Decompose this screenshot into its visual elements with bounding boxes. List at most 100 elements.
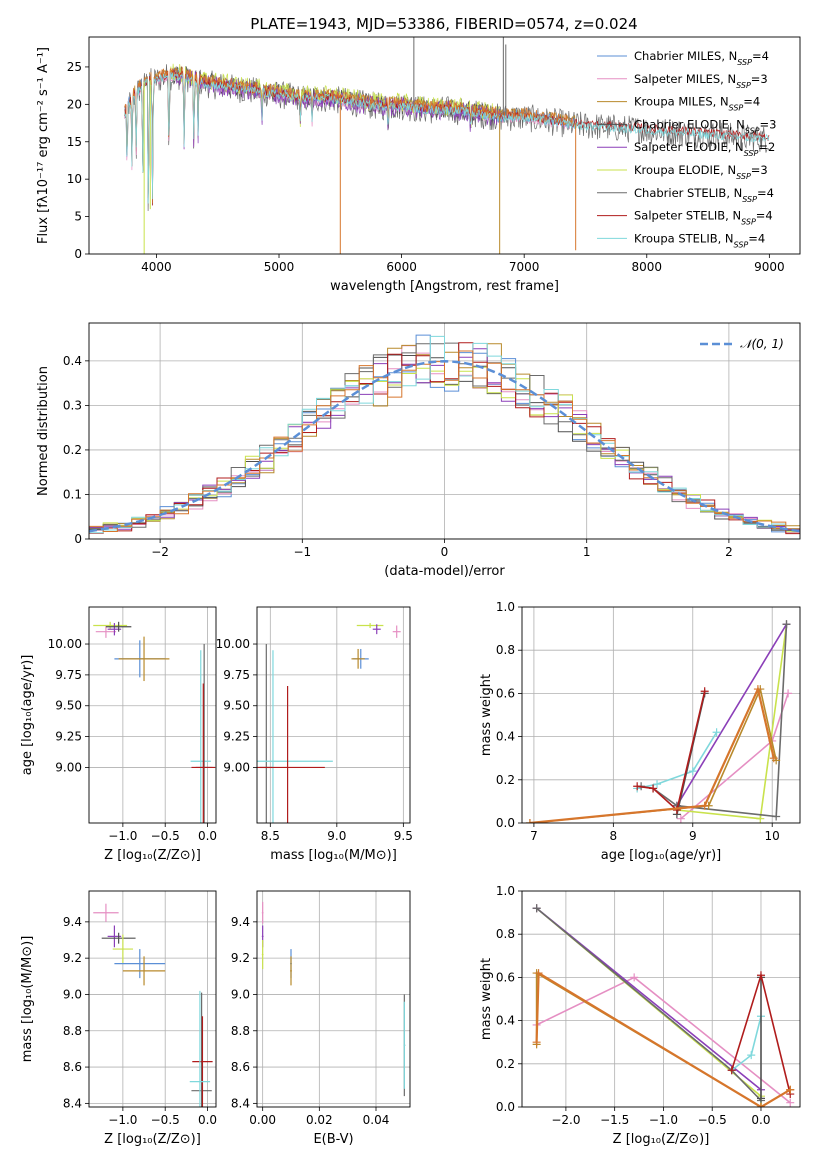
y-axis-label: mass weight — [479, 958, 494, 1040]
spectrum-legend: Chabrier MILES, NSSP=4 Salpeter MILES, NS… — [597, 49, 776, 249]
spectrum-series-line — [124, 64, 770, 212]
legend-label: Chabrier STELIB, NSSP=4 — [634, 186, 774, 204]
y-tick-label: 9.4 — [231, 915, 250, 929]
weight-point — [532, 1038, 541, 1047]
y-tick-label: 0.8 — [496, 643, 515, 657]
legend-sub: SSP — [736, 172, 751, 181]
plot-area — [257, 891, 410, 1107]
weight-point — [700, 687, 709, 696]
y-axis-label: mass [log₁₀(M/M⊙)] — [20, 936, 35, 1063]
weight-point — [786, 1085, 795, 1094]
y-axis-label: age [log₁₀(age/yr)] — [20, 655, 35, 776]
x-tick-label: −2.0 — [551, 1113, 580, 1127]
axes-frame — [88, 36, 801, 255]
x-axis-label: mass [log₁₀(M/M⊙)] — [270, 848, 397, 863]
plot-area — [89, 323, 800, 539]
x-axis-label: E(B-V) — [313, 1132, 353, 1147]
panel-spectrum: 4000 5000 6000 7000 8000 9000 0 5 10 15 20 25 wavele… — [36, 36, 801, 294]
weight-point — [756, 814, 765, 823]
x-tick-label: 0.00 — [249, 1113, 276, 1127]
y-tick-label: 8.6 — [231, 1060, 250, 1074]
weight-point — [649, 784, 658, 793]
x-tick-label: 2 — [725, 545, 733, 559]
legend-sub: SSP — [745, 126, 760, 135]
weight-point — [747, 1051, 756, 1060]
axes-frame — [88, 606, 217, 824]
y-tick-label: 9.50 — [223, 699, 250, 713]
x-tick-label: −2 — [151, 545, 169, 559]
y-tick-label: 9.75 — [55, 668, 82, 682]
weight-series-line — [536, 907, 762, 1102]
weight-series-line — [529, 686, 777, 823]
weight-point — [712, 728, 721, 737]
weight-point — [676, 814, 685, 823]
weight-point — [756, 971, 765, 980]
y-tick-label: 9.50 — [55, 699, 82, 713]
legend-label: Salpeter MILES, NSSP=3 — [634, 72, 768, 90]
y-tick-label: 0.3 — [63, 398, 82, 412]
legend-sub: SSP — [734, 240, 749, 249]
weight-point — [784, 689, 793, 698]
weight-point — [772, 812, 781, 821]
weight-point — [653, 780, 662, 789]
panel-weight_vs_Z: −2.0 −1.5 −1.0 −0.5 0.0 0.0 0.2 0.4 0.6 0.8 1.0 Z [… — [479, 884, 801, 1147]
x-axis-label: age [log₁₀(age/yr)] — [601, 848, 722, 863]
x-tick-label: 1 — [583, 545, 591, 559]
y-tick-label: 5 — [74, 210, 82, 224]
spectrum-series-line — [124, 66, 576, 199]
weight-series-line — [676, 623, 788, 807]
x-tick-label: 0.0 — [198, 1113, 217, 1127]
y-tick-label: 0.8 — [496, 927, 515, 941]
spectrum-series-line — [124, 71, 576, 200]
x-tick-label: 7 — [530, 829, 538, 843]
legend-sub: SSP — [729, 103, 744, 112]
plot-area — [124, 37, 770, 254]
y-tick-label: 9.0 — [231, 987, 250, 1001]
weight-series-line — [637, 691, 706, 812]
weight-point — [630, 973, 639, 982]
legend-label: Kroupa MILES, NSSP=4 — [634, 95, 760, 113]
x-tick-label: −1.5 — [600, 1113, 629, 1127]
weight-series-line — [535, 971, 791, 1107]
panel-residuals: −2 −1 0 1 2 0 0.1 0.2 0.3 0.4 (data-model)/error No… — [36, 322, 801, 579]
y-tick-label: 1.0 — [496, 884, 515, 898]
y-tick-label: 15 — [67, 135, 82, 149]
panel-mass_vs_ebv: 0.00 0.02 0.04 8.4 8.6 8.8 9.0 9.2 9.4 E(B-V) — [231, 890, 411, 1147]
y-tick-label: 10.00 — [216, 637, 250, 651]
x-tick-label: −1.0 — [649, 1113, 678, 1127]
x-tick-label: 8.5 — [261, 829, 280, 843]
y-tick-label: 9.75 — [223, 668, 250, 682]
y-axis-label: Flux [fλ10⁻¹⁷ erg cm⁻² s⁻¹ A⁻¹] — [36, 47, 51, 244]
x-tick-label: 9.5 — [394, 829, 413, 843]
spectrum-series-line — [124, 65, 576, 204]
y-tick-label: 0.2 — [496, 1057, 515, 1071]
y-tick-label: 8.8 — [63, 1024, 82, 1038]
y-tick-label: 9.0 — [63, 987, 82, 1001]
y-tick-label: 8.6 — [63, 1060, 82, 1074]
x-tick-label: 9 — [689, 829, 697, 843]
normal-curve — [89, 360, 800, 533]
x-tick-label: 0.04 — [363, 1113, 390, 1127]
weight-point — [786, 1098, 795, 1107]
weight-series-line — [676, 624, 788, 820]
axes-frame — [88, 322, 801, 540]
x-tick-label: −0.5 — [151, 829, 180, 843]
panel-mass_vs_Z: −1.0 −0.5 0.0 8.4 8.6 8.8 9.0 9.2 9.4 Z [log₁₀(Z/… — [20, 890, 217, 1147]
x-tick-label: 6000 — [386, 260, 417, 274]
weight-point — [534, 969, 543, 978]
y-tick-label: 0 — [74, 532, 82, 546]
legend-eq: =4 — [756, 209, 773, 223]
y-tick-label: 0.4 — [63, 354, 82, 368]
y-tick-label: 9.2 — [63, 951, 82, 965]
weight-point — [525, 819, 534, 823]
x-tick-label: 0 — [441, 545, 449, 559]
legend-sub: SSP — [736, 80, 751, 89]
x-tick-label: 8000 — [631, 260, 662, 274]
x-tick-label: −1 — [293, 545, 311, 559]
weight-point — [753, 685, 762, 694]
y-tick-label: 0.2 — [496, 773, 515, 787]
plot-area — [522, 891, 800, 1107]
y-tick-label: 8.4 — [63, 1096, 82, 1110]
spectrum-series-line — [124, 68, 576, 205]
